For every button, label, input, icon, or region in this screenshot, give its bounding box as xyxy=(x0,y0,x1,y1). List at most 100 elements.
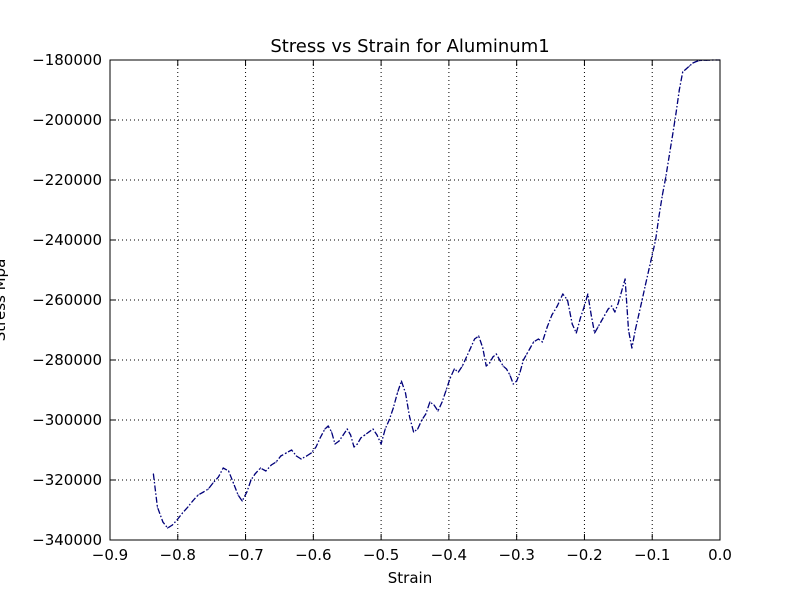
data-point xyxy=(338,440,340,442)
data-point xyxy=(566,299,569,301)
data-point xyxy=(634,329,636,331)
data-point xyxy=(167,527,169,529)
data-point xyxy=(597,326,599,328)
data-point xyxy=(502,365,504,367)
data-point xyxy=(197,494,199,496)
data-point xyxy=(327,425,329,427)
y-axis-title: Stress Mpa xyxy=(0,259,9,342)
data-point xyxy=(346,428,348,430)
x-tick-label: −0.7 xyxy=(227,546,263,564)
data-point xyxy=(350,434,352,436)
data-point xyxy=(152,473,154,475)
data-point xyxy=(217,476,219,478)
data-point xyxy=(478,335,480,337)
data-point xyxy=(661,194,664,196)
x-tick-labels: −0.9 −0.8 −0.7 −0.6 −0.5 −0.4 −0.3 −0.2 −0.1 0.0 xyxy=(92,546,732,564)
data-point xyxy=(400,380,402,382)
data-point xyxy=(246,491,248,493)
data-point xyxy=(356,443,358,445)
data-point xyxy=(482,347,484,349)
data-point xyxy=(429,401,431,403)
data-point xyxy=(207,488,209,490)
data-point xyxy=(280,455,282,457)
data-point xyxy=(237,494,239,496)
y-tick-label: −260000 xyxy=(32,291,102,309)
data-point xyxy=(192,500,194,502)
data-point xyxy=(631,347,633,349)
data-point xyxy=(413,431,415,433)
data-point xyxy=(353,446,355,448)
data-point xyxy=(695,60,697,63)
data-point xyxy=(489,362,491,364)
data-point xyxy=(621,290,623,292)
data-point xyxy=(624,278,626,280)
data-point xyxy=(665,176,667,178)
data-point xyxy=(376,434,378,436)
data-point xyxy=(571,323,573,325)
data-point xyxy=(177,518,179,520)
data-point xyxy=(181,512,184,514)
x-tick-label: −0.4 xyxy=(431,546,467,564)
data-point xyxy=(594,332,596,334)
data-point xyxy=(509,374,511,376)
data-point xyxy=(310,452,312,454)
data-point xyxy=(627,329,630,331)
y-tick-label: −320000 xyxy=(32,471,102,489)
data-point xyxy=(396,392,398,394)
data-point xyxy=(682,71,684,73)
data-point xyxy=(433,404,435,406)
data-point xyxy=(470,347,472,349)
data-point xyxy=(668,155,670,157)
data-point xyxy=(250,479,252,481)
data-line-layer xyxy=(152,59,721,529)
y-tick-label: −280000 xyxy=(32,351,102,369)
data-point xyxy=(275,461,277,463)
data-point xyxy=(611,305,613,307)
data-point xyxy=(222,467,224,469)
data-point xyxy=(551,314,553,316)
data-point xyxy=(562,293,564,295)
data-point xyxy=(648,269,650,271)
data-point xyxy=(437,410,439,412)
y-tick-label: −240000 xyxy=(32,231,102,249)
data-point xyxy=(228,470,230,472)
data-point xyxy=(499,359,501,361)
data-point xyxy=(162,521,164,523)
data-point xyxy=(417,428,419,430)
data-point xyxy=(241,500,243,502)
data-point xyxy=(461,365,463,367)
data-point xyxy=(505,368,508,370)
data-point xyxy=(306,455,308,457)
x-axis-title: Strain xyxy=(388,569,432,587)
data-point xyxy=(453,368,455,370)
y-tick-label: −340000 xyxy=(32,531,102,549)
data-point xyxy=(590,314,592,316)
data-point xyxy=(638,314,640,316)
data-point xyxy=(334,443,336,445)
x-tick-label: −0.1 xyxy=(634,546,670,564)
data-point xyxy=(259,467,262,469)
data-point xyxy=(579,317,582,319)
data-point xyxy=(651,254,653,256)
data-point xyxy=(265,470,267,472)
tick-layer xyxy=(109,59,721,541)
y-tick-label: −200000 xyxy=(32,111,102,129)
data-point xyxy=(655,239,657,241)
data-point xyxy=(300,458,302,460)
data-point xyxy=(604,314,606,316)
data-point xyxy=(404,392,407,394)
data-point xyxy=(522,359,525,361)
data-point xyxy=(421,419,423,421)
data-point xyxy=(672,134,674,136)
grid-layer xyxy=(109,59,721,541)
x-tick-label: −0.6 xyxy=(295,546,331,564)
x-tick-label: −0.8 xyxy=(160,546,196,564)
y-tick-label: −300000 xyxy=(32,411,102,429)
data-point xyxy=(607,308,609,310)
data-point xyxy=(541,341,544,343)
data-point xyxy=(392,407,394,409)
data-point xyxy=(232,482,234,484)
data-point xyxy=(526,353,528,355)
data-point xyxy=(617,302,619,304)
